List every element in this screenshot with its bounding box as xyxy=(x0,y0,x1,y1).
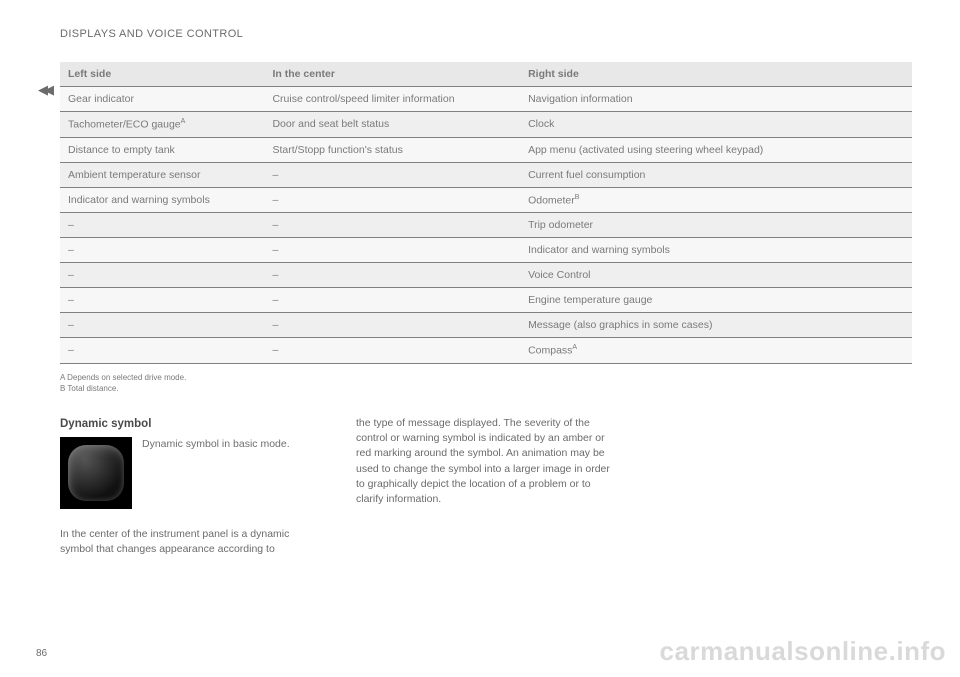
table-cell: Indicator and warning symbols xyxy=(520,238,912,263)
rounded-square-icon xyxy=(68,445,124,501)
table-cell: – xyxy=(60,338,264,364)
table-row: ––CompassA xyxy=(60,338,912,364)
table-cell: – xyxy=(264,288,520,313)
dynamic-symbol-caption: Dynamic symbol in basic mode. xyxy=(142,437,290,509)
table-row: ––Indicator and warning symbols xyxy=(60,238,912,263)
table-cell: Tachometer/ECO gaugeA xyxy=(60,112,264,138)
dynamic-symbol-para-2: the type of message displayed. The sever… xyxy=(356,416,616,507)
table-cell: – xyxy=(264,162,520,187)
table-cell: Clock xyxy=(520,112,912,138)
footnote-a: A Depends on selected drive mode. xyxy=(60,372,912,383)
table-cell: Start/Stopp function's status xyxy=(264,137,520,162)
table-row: ––Message (also graphics in some cases) xyxy=(60,313,912,338)
table-row: Distance to empty tankStart/Stopp functi… xyxy=(60,137,912,162)
table-cell: CompassA xyxy=(520,338,912,364)
th-center: In the center xyxy=(264,62,520,87)
dynamic-symbol-image xyxy=(60,437,132,509)
table-cell: App menu (activated using steering wheel… xyxy=(520,137,912,162)
table-cell: – xyxy=(60,313,264,338)
table-row: ––Voice Control xyxy=(60,263,912,288)
table-cell: Gear indicator xyxy=(60,87,264,112)
continued-icon: ◀◀ xyxy=(38,82,50,98)
display-panel-table: Left side In the center Right side Gear … xyxy=(60,62,912,364)
table-cell: Voice Control xyxy=(520,263,912,288)
th-right: Right side xyxy=(520,62,912,87)
dynamic-symbol-para-1: In the center of the instrument panel is… xyxy=(60,527,320,557)
table-cell: – xyxy=(60,288,264,313)
table-cell: Cruise control/speed limiter information xyxy=(264,87,520,112)
section-heading: DISPLAYS AND VOICE CONTROL xyxy=(60,28,912,40)
table-cell: Ambient temperature sensor xyxy=(60,162,264,187)
watermark: carmanualsonline.info xyxy=(660,636,946,667)
table-cell: Door and seat belt status xyxy=(264,112,520,138)
table-row: ––Trip odometer xyxy=(60,213,912,238)
table-cell: Current fuel consumption xyxy=(520,162,912,187)
table-cell: – xyxy=(264,263,520,288)
footnotes: A Depends on selected drive mode. B Tota… xyxy=(60,372,912,394)
table-cell: OdometerB xyxy=(520,187,912,213)
table-cell: – xyxy=(60,263,264,288)
table-cell: – xyxy=(264,213,520,238)
table-cell: Message (also graphics in some cases) xyxy=(520,313,912,338)
table-cell: Trip odometer xyxy=(520,213,912,238)
dynamic-symbol-heading: Dynamic symbol xyxy=(60,416,320,433)
footnote-b: B Total distance. xyxy=(60,383,912,394)
table-cell: – xyxy=(60,213,264,238)
table-row: Ambient temperature sensor–Current fuel … xyxy=(60,162,912,187)
table-cell: Navigation information xyxy=(520,87,912,112)
column-right xyxy=(652,416,912,557)
table-row: Indicator and warning symbols–OdometerB xyxy=(60,187,912,213)
table-cell: – xyxy=(264,313,520,338)
table-cell: – xyxy=(264,338,520,364)
table-cell: Engine temperature gauge xyxy=(520,288,912,313)
table-row: Tachometer/ECO gaugeADoor and seat belt … xyxy=(60,112,912,138)
column-left: Dynamic symbol Dynamic symbol in basic m… xyxy=(60,416,320,557)
column-center: the type of message displayed. The sever… xyxy=(356,416,616,557)
table-cell: Distance to empty tank xyxy=(60,137,264,162)
table-cell: – xyxy=(264,238,520,263)
table-row: ––Engine temperature gauge xyxy=(60,288,912,313)
page-number: 86 xyxy=(36,648,47,659)
table-row: Gear indicatorCruise control/speed limit… xyxy=(60,87,912,112)
table-cell: – xyxy=(60,238,264,263)
table-cell: Indicator and warning symbols xyxy=(60,187,264,213)
table-cell: – xyxy=(264,187,520,213)
th-left: Left side xyxy=(60,62,264,87)
